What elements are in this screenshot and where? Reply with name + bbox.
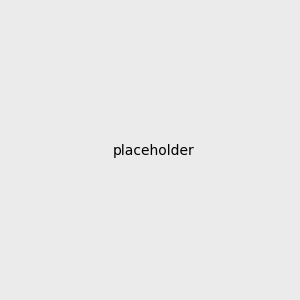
Text: placeholder: placeholder	[113, 145, 195, 158]
